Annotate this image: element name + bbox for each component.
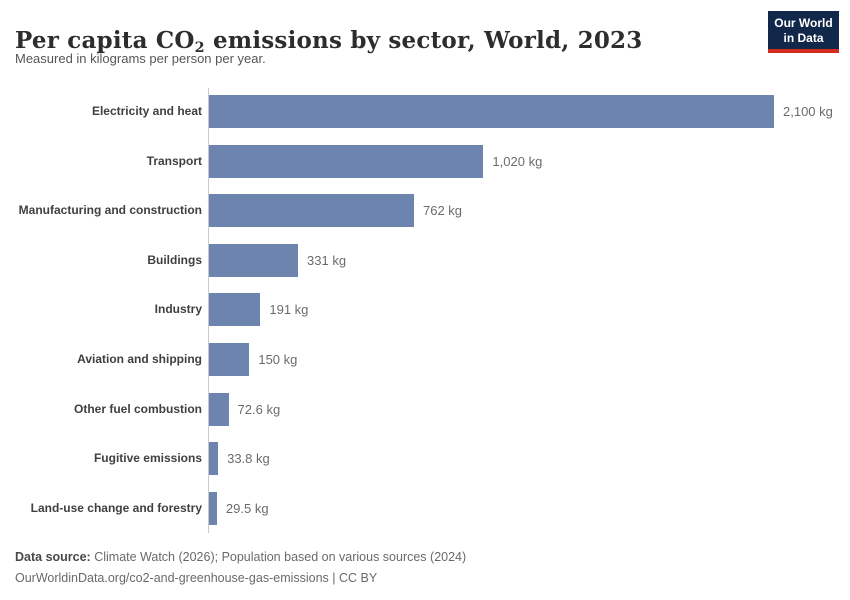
owid-logo: Our World in Data (768, 11, 839, 54)
category-label: Land-use change and forestry (30, 500, 202, 515)
bar (209, 491, 217, 525)
data-source-line: Data source: Climate Watch (2026); Popul… (15, 547, 466, 568)
owid-logo-line2: in Data (783, 30, 824, 45)
attribution-line: OurWorldinData.org/co2-and-greenhouse-ga… (15, 571, 378, 585)
category-label: Transport (146, 153, 202, 168)
owid-logo-line1: Our World (774, 16, 833, 30)
data-source-text: Climate Watch (2026); Population based o… (90, 550, 467, 564)
value-label: 72.6 kg (237, 401, 281, 417)
title-suffix: emissions by sector, World, 2023 (204, 27, 643, 55)
y-axis-line (208, 88, 209, 533)
title-prefix: Per capita CO (15, 27, 195, 55)
bar (209, 392, 229, 426)
value-label: 1,020 kg (492, 153, 543, 169)
bar (209, 144, 484, 178)
bar (209, 293, 261, 327)
category-label: Industry (154, 302, 202, 317)
chart-subtitle: Measured in kilograms per person per yea… (15, 51, 266, 66)
value-label: 33.8 kg (227, 451, 270, 467)
value-label: 150 kg (258, 352, 298, 367)
bar (209, 343, 250, 376)
data-source-label: Data source: (15, 550, 91, 564)
value-label: 762 kg (423, 203, 463, 219)
bar (209, 194, 414, 228)
value-label: 331 kg (307, 252, 347, 268)
value-label: 2,100 kg (783, 104, 833, 119)
category-label: Buildings (147, 252, 202, 267)
value-label: 29.5 kg (225, 500, 269, 516)
category-label: Other fuel combustion (73, 401, 202, 416)
page-title: Per capita CO2 emissions by sector, Worl… (15, 27, 643, 56)
bar (209, 243, 299, 277)
bar (209, 442, 219, 476)
category-label: Electricity and heat (91, 104, 202, 118)
title-subscript: 2 (194, 39, 205, 56)
category-label: Manufacturing and construction (18, 203, 202, 218)
category-label: Fugitive emissions (93, 451, 202, 466)
chart-footer: Data source: Climate Watch (2026); Popul… (15, 547, 466, 589)
category-label: Aviation and shipping (77, 352, 202, 366)
bar (209, 95, 774, 128)
value-label: 191 kg (269, 302, 309, 318)
